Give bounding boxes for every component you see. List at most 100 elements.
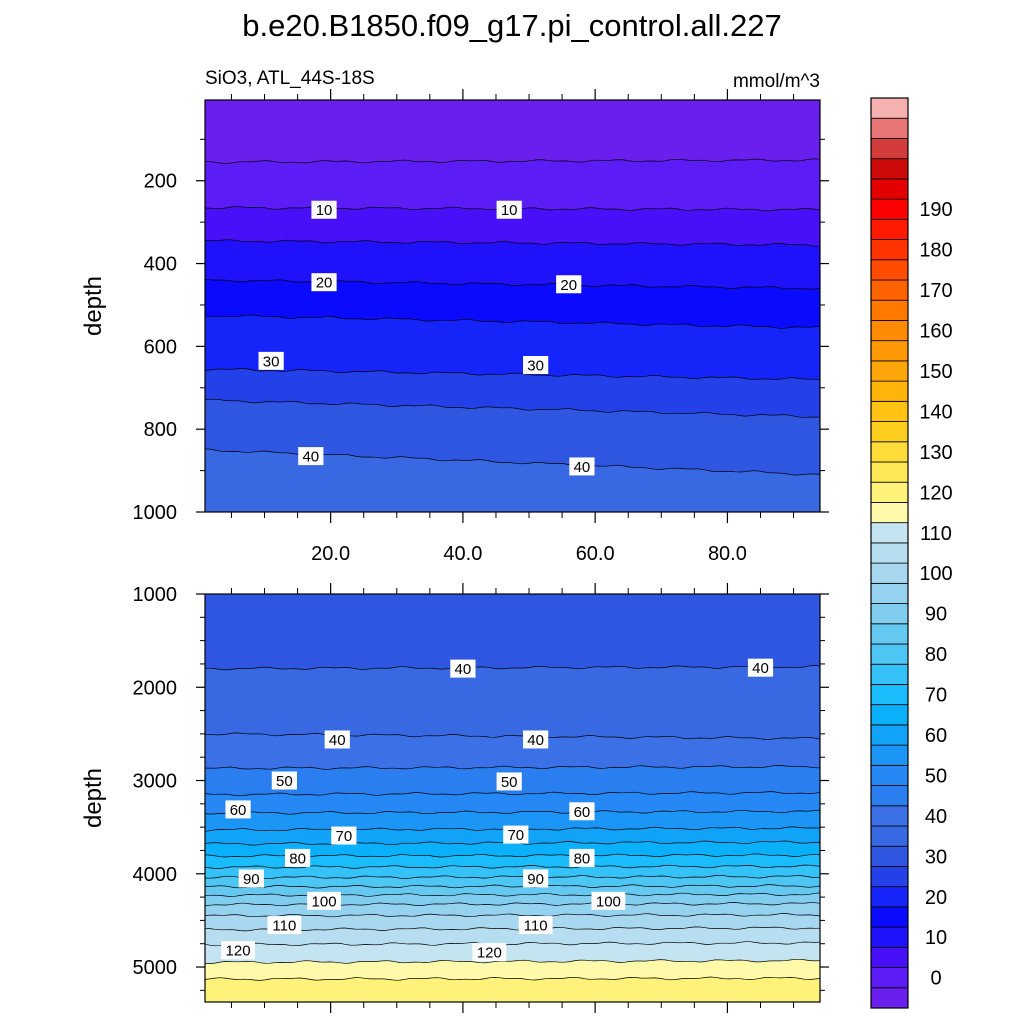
contour-label: 10 xyxy=(501,202,518,219)
contour-label: 20 xyxy=(560,277,577,294)
colorbar-label: 60 xyxy=(925,725,947,747)
contour-label: 10 xyxy=(316,202,333,219)
contour-line-85 xyxy=(204,874,821,880)
colorbar-swatch xyxy=(870,400,909,422)
colorbar-swatch xyxy=(870,340,909,362)
contour-label: 40 xyxy=(455,661,472,678)
contour-label: 80 xyxy=(574,850,591,867)
lower-panel: 40 40 40 40 50 50 60 60 70 70 80 80 90 90 100 100 110 110… xyxy=(80,583,829,1013)
contour-label-box xyxy=(311,273,337,292)
colorbar-label: 110 xyxy=(920,523,952,545)
contour-label-box xyxy=(331,826,357,845)
contour-label: 40 xyxy=(329,732,346,749)
contour-label-box xyxy=(284,848,311,867)
colorbar-swatch xyxy=(870,461,909,483)
x-tick-label: 60.0 xyxy=(576,543,615,565)
lower-panel-contour-labels: 40 40 40 40 50 50 60 60 70 70 80 80 90 90 100 100 110 110… xyxy=(221,658,774,962)
y-tick-label: 3000 xyxy=(133,771,178,793)
colorbar-label: 190 xyxy=(919,199,952,221)
colorbar-swatch xyxy=(870,684,909,706)
contour-line-120 xyxy=(204,958,821,964)
contour-label: 80 xyxy=(289,850,306,867)
colorbar-swatches xyxy=(870,97,909,1009)
fill-band-125 xyxy=(204,976,821,1003)
colorbar-label: 160 xyxy=(919,321,952,343)
contour-label-box xyxy=(298,447,324,466)
colorbar-swatch xyxy=(870,117,909,139)
colorbar-swatch xyxy=(870,643,909,665)
colorbar-labels: 0 10 20 30 40 50 60 70 80 90 100 110 120 130 140 150 160… xyxy=(919,199,952,989)
colorbar-label: 40 xyxy=(925,806,947,828)
colorbar-swatch xyxy=(870,623,909,645)
contour-line-50 xyxy=(205,765,820,770)
contour-label: 30 xyxy=(263,353,280,370)
contour-label-box xyxy=(747,658,774,677)
y-tick-label: 2000 xyxy=(133,677,178,699)
colorbar-swatch xyxy=(870,360,909,382)
x-tick-label: 80.0 xyxy=(708,543,747,565)
colorbar-swatch xyxy=(870,138,909,160)
contour-label-box xyxy=(271,771,297,790)
contour-line-15 xyxy=(204,239,820,247)
contour-label: 40 xyxy=(302,449,319,466)
colorbar-swatch xyxy=(870,218,909,240)
colorbar-swatch xyxy=(870,744,909,766)
contour-line-55 xyxy=(204,791,821,797)
figure-title: b.e20.B1850.f09_g17.pi_control.all.227 xyxy=(242,8,782,43)
contour-label-box xyxy=(324,730,350,749)
colorbar-swatch xyxy=(870,967,909,989)
colorbar-swatch xyxy=(870,259,909,281)
colorbar-label: 80 xyxy=(925,644,947,666)
colorbar-swatch xyxy=(870,542,909,564)
y-tick-label: 600 xyxy=(144,336,177,358)
colorbar-swatch xyxy=(870,663,909,685)
contour-label: 110 xyxy=(524,918,548,935)
colorbar-label: 180 xyxy=(919,240,952,262)
contour-label: 90 xyxy=(243,871,260,888)
colorbar-swatch xyxy=(870,239,909,261)
colorbar-swatch xyxy=(870,603,909,625)
contour-label-box xyxy=(523,356,549,375)
colorbar-swatch xyxy=(870,764,909,786)
contour-line-30 xyxy=(204,368,821,380)
contour-label: 70 xyxy=(507,827,524,844)
contour-label-box xyxy=(258,351,284,370)
colorbar-label: 0 xyxy=(930,968,941,990)
colorbar-label: 30 xyxy=(925,846,947,868)
upper-panel-frame xyxy=(204,99,821,513)
colorbar-swatch xyxy=(870,320,909,342)
colorbar-swatch xyxy=(870,522,909,544)
contour-label-box xyxy=(523,869,549,888)
contour-label: 100 xyxy=(312,893,337,910)
colorbar-swatch xyxy=(870,906,909,928)
colorbar-label: 120 xyxy=(919,482,952,504)
colorbar: 0 10 20 30 40 50 60 70 80 90 100 110 120 130 140 150 160… xyxy=(870,97,953,1009)
y-tick-label: 400 xyxy=(144,254,177,276)
x-tick-label: 20.0 xyxy=(311,543,350,565)
lower-panel-fills xyxy=(204,593,821,1003)
upper-panel-ticks: 200 400 600 800 1000 20.0 40.0 60.0 80.0 xyxy=(133,89,829,565)
lower-panel-ticks: 1000 2000 3000 4000 5000 xyxy=(133,583,829,1013)
contour-line-20 xyxy=(204,278,821,290)
contour-label: 110 xyxy=(272,918,296,935)
contour-label-box xyxy=(556,275,582,294)
colorbar-swatch xyxy=(870,805,909,827)
fill-band-45 xyxy=(204,732,821,770)
y-tick-label: 5000 xyxy=(133,957,178,979)
contour-label: 30 xyxy=(527,358,544,375)
lower-panel-frame xyxy=(204,593,821,1003)
upper-panel: 10 10 20 20 30 30 40 40 200 400 600 800 1000 20.0 40.… xyxy=(80,89,829,565)
contour-label-box xyxy=(523,730,549,749)
contour-label-box xyxy=(238,869,264,888)
colorbar-swatch xyxy=(870,481,909,503)
contour-label-box xyxy=(569,848,595,867)
contour-line-45 xyxy=(204,732,821,740)
contour-line-25 xyxy=(204,314,821,329)
contour-line-125 xyxy=(204,976,821,981)
colorbar-swatch xyxy=(870,198,909,220)
fill-band-15 xyxy=(204,239,821,290)
colorbar-swatch xyxy=(870,562,909,584)
colorbar-swatch xyxy=(870,704,909,726)
colorbar-label: 150 xyxy=(919,361,952,383)
colorbar-swatch xyxy=(870,926,909,948)
